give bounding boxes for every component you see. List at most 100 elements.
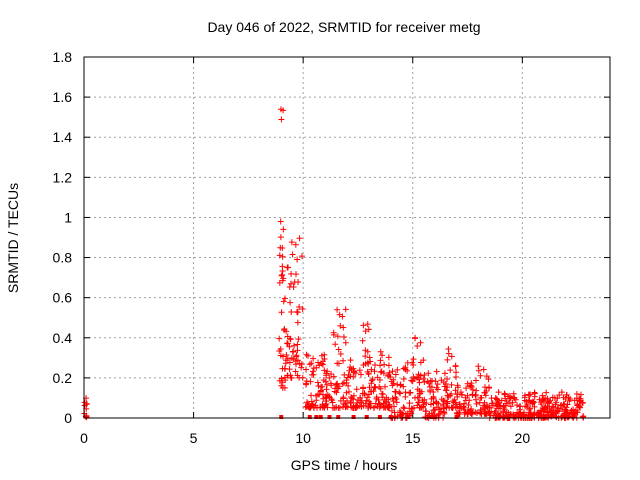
y-tick-label: 1.6	[53, 89, 73, 105]
x-tick-label: 20	[515, 430, 531, 446]
data-point	[339, 380, 346, 387]
data-point	[340, 333, 347, 340]
data-point	[530, 398, 537, 405]
data-point	[425, 370, 432, 377]
data-point	[280, 298, 287, 305]
data-point	[310, 355, 317, 362]
data-point	[440, 397, 447, 404]
data-point	[455, 410, 462, 417]
data-point	[357, 394, 364, 401]
data-point-zero	[454, 415, 459, 419]
data-point	[294, 341, 301, 348]
data-point	[308, 392, 315, 399]
data-point	[323, 398, 330, 405]
data-point	[364, 321, 371, 328]
data-point	[277, 244, 284, 251]
data-point	[287, 299, 294, 306]
data-point	[444, 356, 451, 363]
data-point	[507, 411, 514, 418]
data-point	[392, 388, 399, 395]
data-point	[392, 371, 399, 378]
data-point	[433, 404, 440, 411]
data-point	[277, 106, 284, 113]
data-point	[544, 395, 551, 402]
data-point	[475, 363, 482, 370]
data-point	[452, 363, 459, 370]
data-point-zero	[307, 415, 312, 419]
data-point	[366, 398, 373, 405]
data-point	[307, 378, 314, 385]
data-point	[442, 387, 449, 394]
data-point	[333, 381, 340, 388]
data-point	[410, 361, 417, 368]
data-point	[509, 399, 516, 406]
data-point	[468, 410, 475, 417]
chart-title: Day 046 of 2022, SRMTID for receiver met…	[207, 19, 480, 35]
data-point	[558, 389, 565, 396]
y-tick-label: 1.4	[53, 129, 73, 145]
data-point	[360, 384, 367, 391]
y-tick-label: 0	[64, 410, 72, 426]
data-point	[530, 399, 537, 406]
data-point	[330, 373, 337, 380]
data-point	[296, 304, 303, 311]
data-point	[420, 375, 427, 382]
data-point	[408, 377, 415, 384]
data-point	[553, 414, 560, 421]
data-point	[553, 399, 560, 406]
x-axis-label: GPS time / hours	[291, 457, 398, 473]
data-point	[472, 392, 479, 399]
data-point	[571, 412, 578, 419]
y-tick-label: 0.8	[53, 250, 73, 266]
data-point	[407, 389, 414, 396]
data-point	[344, 374, 351, 381]
data-point	[433, 368, 440, 375]
data-point	[277, 352, 284, 359]
data-point	[292, 368, 299, 375]
data-point	[289, 251, 296, 258]
data-point	[329, 399, 336, 406]
data-point	[302, 403, 309, 410]
data-point	[282, 360, 289, 367]
data-point	[295, 336, 302, 343]
data-point	[319, 358, 326, 365]
data-point	[527, 405, 534, 412]
data-point	[291, 342, 298, 349]
data-point	[571, 410, 578, 417]
data-point	[390, 380, 397, 387]
data-point	[531, 403, 538, 410]
data-point	[320, 395, 327, 402]
data-point	[294, 309, 301, 316]
data-point	[350, 396, 357, 403]
data-point	[510, 394, 517, 401]
data-point	[337, 351, 344, 358]
data-point	[389, 395, 396, 402]
data-point	[487, 412, 494, 419]
data-point	[414, 342, 421, 349]
data-point	[368, 388, 375, 395]
data-point	[391, 403, 398, 410]
data-point	[356, 367, 363, 374]
data-point	[559, 406, 566, 413]
data-point	[411, 394, 418, 401]
data-point	[283, 352, 290, 359]
data-point	[385, 372, 392, 379]
data-point-zero	[314, 415, 319, 419]
data-point	[444, 376, 451, 383]
data-point	[290, 348, 297, 355]
data-point	[377, 357, 384, 364]
data-point	[287, 280, 294, 287]
data-point	[292, 361, 299, 368]
data-point	[343, 377, 350, 384]
data-point	[477, 372, 484, 379]
data-point	[554, 395, 561, 402]
data-point	[464, 410, 471, 417]
data-point	[335, 360, 342, 367]
data-point	[543, 389, 550, 396]
data-point	[472, 377, 479, 384]
data-point	[343, 403, 350, 410]
data-point	[293, 271, 300, 278]
data-point	[381, 403, 388, 410]
data-point	[288, 309, 295, 316]
x-tick-label: 15	[405, 430, 421, 446]
